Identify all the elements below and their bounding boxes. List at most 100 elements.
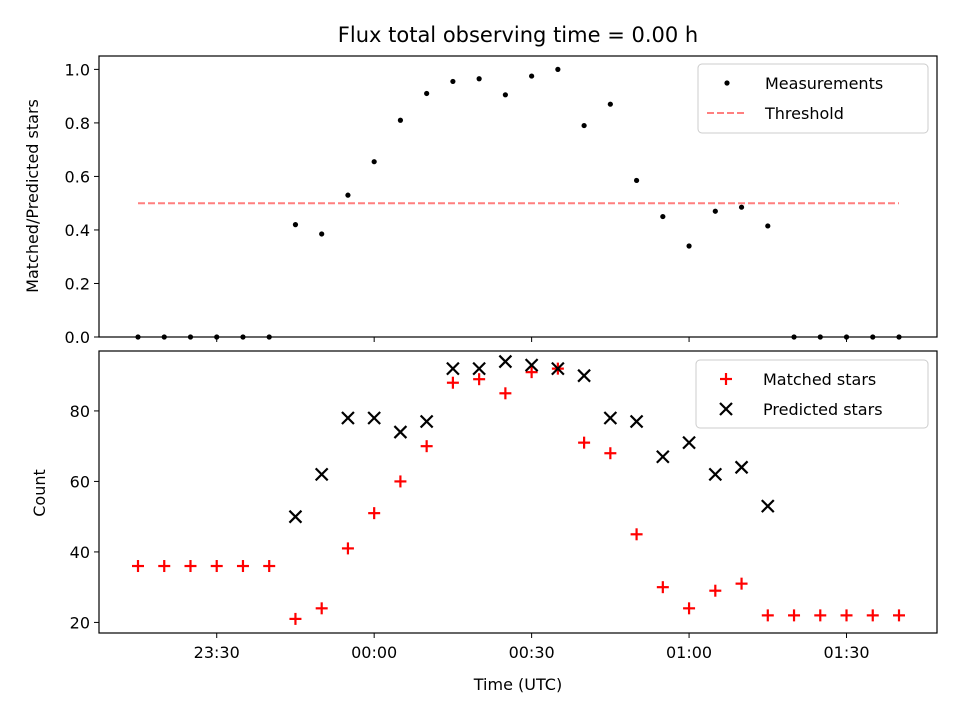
predicted-star-point — [419, 414, 434, 429]
top-y-axis-label: Matched/Predicted stars — [23, 99, 42, 293]
predicted-star-point — [446, 361, 460, 376]
matched-star-point — [341, 542, 354, 555]
matched-star-point — [210, 560, 223, 573]
matched-star-point — [709, 584, 722, 597]
matched-star-point — [446, 376, 459, 389]
predicted-star-point — [314, 467, 329, 482]
bottom-y-tick-label: 40 — [70, 543, 90, 562]
top-y-ticks: 0.0 0.2 0.4 0.6 0.8 1.0 — [65, 60, 99, 347]
predicted-star-point — [288, 509, 303, 524]
legend-threshold-label: Threshold — [764, 104, 844, 123]
top-y-tick-label: 0.6 — [65, 167, 90, 186]
top-y-tick-label: 0.2 — [65, 274, 90, 293]
matched-star-point — [735, 577, 748, 590]
measurement-point — [424, 90, 430, 97]
measurement-point — [502, 92, 508, 98]
bottom-y-tick-label: 20 — [70, 613, 90, 632]
matched-star-point — [578, 436, 591, 449]
x-tick-label: 01:30 — [823, 643, 869, 662]
bottom-panel: Count Time (UTC) 20 40 60 80 23:30 00:00 00:3… — [30, 350, 938, 694]
predicted-stars-points — [288, 354, 775, 524]
bottom-axes-frame — [98, 350, 938, 634]
chart-title: Flux total observing time = 0.00 h — [338, 23, 698, 47]
predicted-star-point — [629, 414, 644, 429]
bottom-legend-box — [695, 359, 929, 429]
x-tick-label: 00:00 — [351, 643, 397, 662]
measurement-point — [712, 208, 718, 214]
bottom-y-ticks: 20 40 60 80 — [70, 402, 99, 632]
predicted-star-point — [498, 354, 513, 369]
matched-star-point — [158, 560, 171, 573]
predicted-star-point — [524, 358, 539, 372]
top-y-tick-label: 0.4 — [65, 221, 90, 240]
matched-star-point — [499, 387, 512, 400]
measurement-point — [450, 78, 456, 85]
matched-star-point — [866, 609, 879, 622]
x-axis-label: Time (UTC) — [473, 675, 562, 694]
measurement-point — [397, 117, 404, 123]
predicted-star-point — [393, 425, 408, 439]
measurement-point — [292, 222, 299, 228]
measurement-point — [633, 177, 640, 184]
matched-star-point — [236, 560, 249, 573]
measurement-point — [607, 101, 613, 107]
matched-star-point — [604, 447, 617, 460]
matched-star-point — [263, 560, 276, 573]
x-tick-label: 01:00 — [666, 643, 712, 662]
matched-star-point — [656, 581, 669, 594]
matched-star-point — [814, 609, 827, 622]
predicted-star-point — [656, 449, 670, 464]
legend-matched-label: Matched stars — [763, 370, 876, 389]
measurement-point — [476, 76, 482, 82]
legend-matched-marker — [720, 373, 732, 385]
bottom-y-tick-label: 80 — [70, 402, 90, 421]
legend-predicted-marker — [719, 402, 733, 416]
matched-star-point — [420, 440, 433, 453]
measurement-point — [738, 204, 745, 210]
measurement-point — [581, 122, 587, 129]
top-y-tick-label: 0.8 — [65, 114, 90, 133]
predicted-star-point — [708, 467, 723, 482]
measurement-point — [371, 159, 377, 165]
bottom-x-ticks: 23:30 00:00 00:30 01:00 01:30 — [194, 633, 870, 662]
matched-star-point — [525, 366, 538, 379]
measurement-point — [319, 231, 325, 237]
predicted-star-point — [603, 411, 618, 425]
bottom-y-axis-label: Count — [30, 469, 49, 517]
measurement-point — [345, 192, 351, 198]
top-y-tick-label: 0.0 — [65, 328, 90, 347]
matched-star-point — [289, 612, 302, 625]
predicted-star-point — [734, 460, 749, 475]
measurement-point — [529, 73, 535, 79]
x-tick-label: 00:30 — [509, 643, 555, 662]
measurement-point — [686, 243, 692, 249]
predicted-star-point — [551, 361, 565, 376]
top-axes-frame — [98, 55, 938, 338]
matched-star-point — [840, 609, 853, 622]
matched-stars-points — [132, 362, 905, 625]
measurement-point — [765, 223, 771, 229]
matched-star-point — [368, 507, 381, 520]
matched-star-point — [184, 560, 197, 573]
predicted-star-point — [761, 499, 775, 513]
matched-star-point — [132, 560, 144, 573]
top-x-ticks — [216, 337, 848, 342]
predicted-star-point — [472, 361, 486, 376]
top-legend: Measurements Threshold — [697, 63, 929, 134]
matched-star-point — [788, 609, 801, 622]
predicted-star-point — [577, 368, 591, 383]
matched-star-point — [761, 609, 774, 622]
bottom-legend: Matched stars Predicted stars — [695, 359, 929, 429]
matched-star-point — [394, 475, 407, 488]
top-panel: Matched/Predicted stars 0.0 0.2 0.4 0.6 0.8 1… — [23, 55, 938, 347]
measurement-point — [555, 66, 561, 72]
predicted-star-point — [367, 411, 381, 425]
predicted-star-point — [341, 411, 355, 425]
legend-predicted-label: Predicted stars — [763, 400, 883, 419]
measurement-point — [660, 213, 666, 220]
matched-star-point — [893, 609, 905, 622]
matched-star-point — [315, 602, 328, 615]
matched-star-point — [630, 528, 643, 541]
matched-star-point — [683, 602, 696, 615]
